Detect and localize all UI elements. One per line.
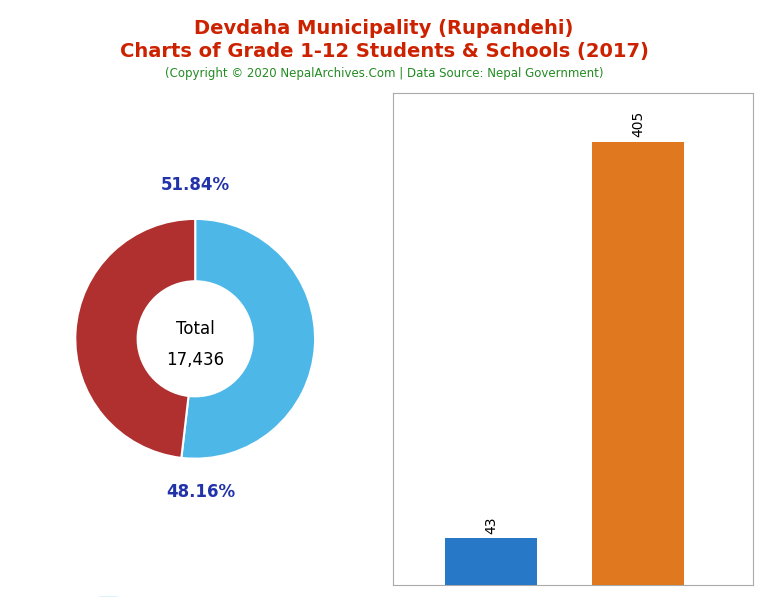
Bar — [445, 538, 537, 585]
Text: 43: 43 — [484, 516, 498, 534]
Text: 405: 405 — [631, 111, 645, 137]
Text: 48.16%: 48.16% — [167, 483, 236, 501]
Text: (Copyright © 2020 NepalArchives.Com | Data Source: Nepal Government): (Copyright © 2020 NepalArchives.Com | Da… — [165, 67, 603, 80]
Wedge shape — [75, 219, 195, 458]
Legend: Male Students (9,039), Female Students (8,397): Male Students (9,039), Female Students (… — [94, 592, 297, 597]
Text: 17,436: 17,436 — [166, 352, 224, 370]
Wedge shape — [181, 219, 315, 458]
Bar — [592, 141, 684, 585]
Text: Charts of Grade 1-12 Students & Schools (2017): Charts of Grade 1-12 Students & Schools … — [120, 42, 648, 61]
Text: 51.84%: 51.84% — [161, 176, 230, 195]
Text: Total: Total — [176, 320, 214, 338]
Text: Devdaha Municipality (Rupandehi): Devdaha Municipality (Rupandehi) — [194, 19, 574, 38]
